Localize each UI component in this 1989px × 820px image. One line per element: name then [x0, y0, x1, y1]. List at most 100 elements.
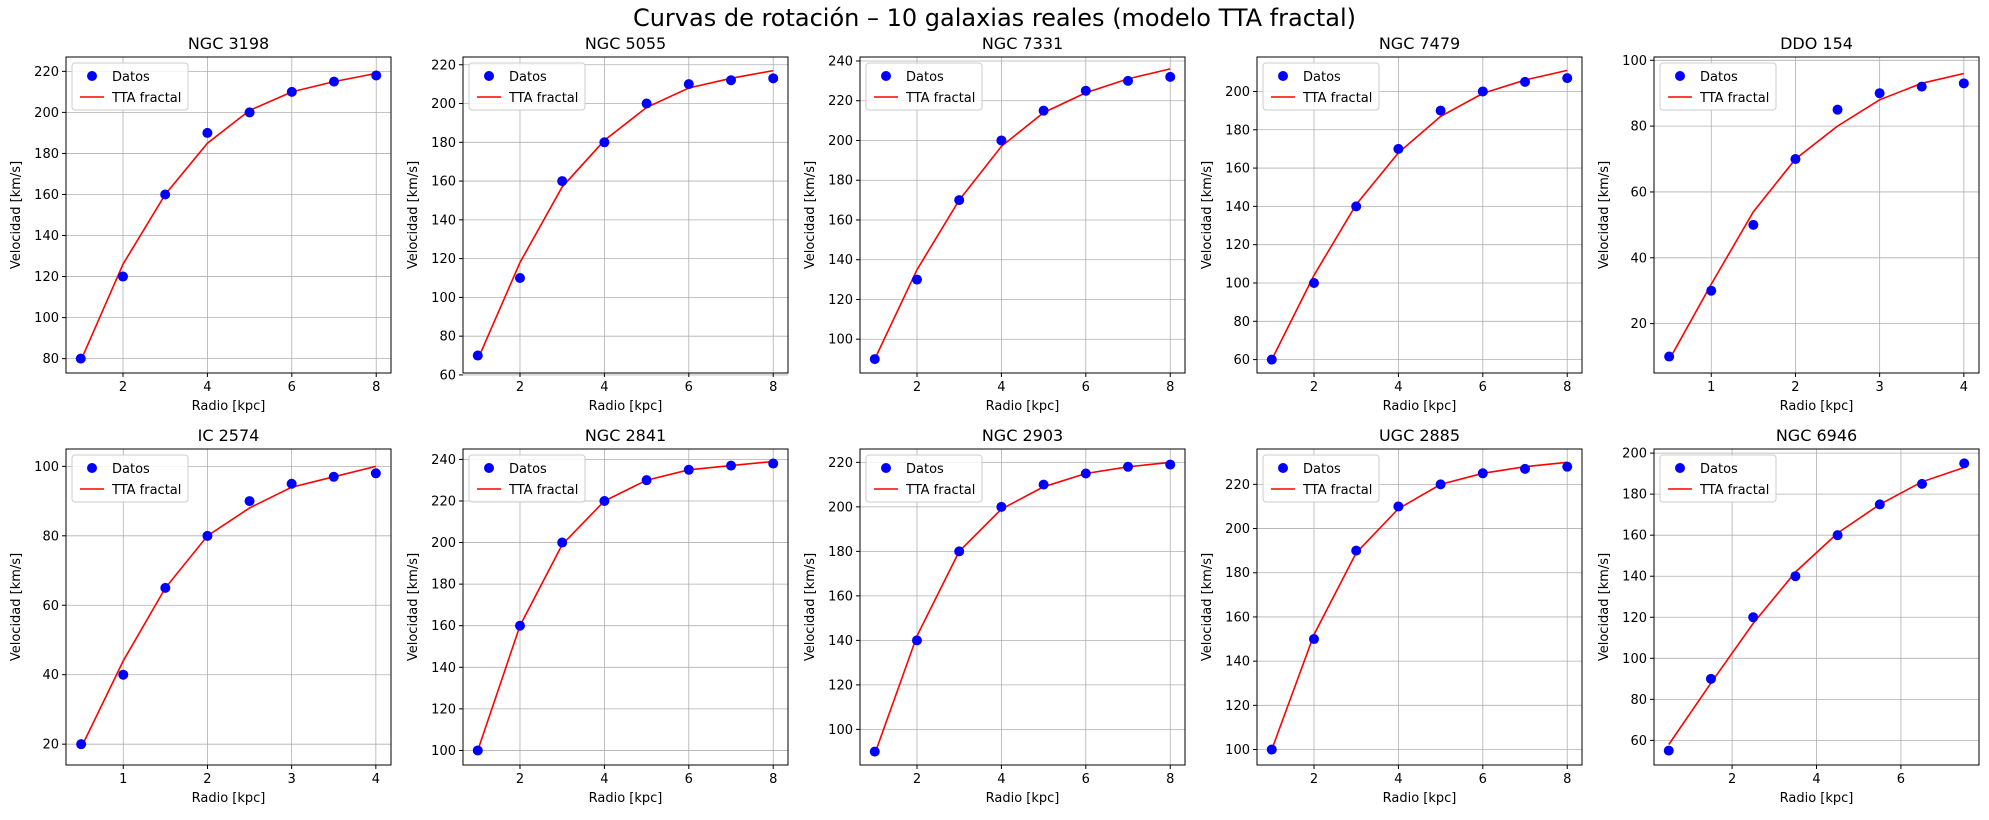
data-point: [1562, 461, 1573, 472]
y-tick-label: 220: [828, 456, 853, 471]
x-tick-label: 8: [1563, 772, 1571, 787]
y-tick-label: 40: [42, 668, 59, 683]
y-tick-label: 120: [828, 293, 853, 308]
subplot-6: 1 2 3 4 20 40 60 80 100 IC 2574 Radio [kpc] Velocid…: [9, 426, 392, 806]
legend-data-marker: [1278, 71, 1288, 81]
data-point: [370, 468, 381, 479]
y-tick-label: 160: [828, 589, 853, 604]
y-tick-label: 180: [828, 174, 853, 189]
data-point: [768, 458, 779, 469]
y-tick-label: 220: [34, 65, 59, 80]
y-tick-label: 180: [1622, 488, 1647, 503]
data-point: [641, 98, 652, 109]
x-axis-label: Radio [kpc]: [192, 791, 266, 806]
axes-frame: [1653, 56, 1980, 374]
y-tick-label: 120: [1622, 611, 1647, 626]
legend-box: [1659, 62, 1777, 111]
x-axis-label: Radio [kpc]: [986, 791, 1060, 806]
legend-data-label: Datos: [112, 70, 150, 85]
data-point: [514, 273, 525, 284]
y-tick-label: 100: [34, 311, 59, 326]
y-tick-label: 80: [1233, 315, 1250, 330]
x-tick-label: 6: [685, 772, 693, 787]
y-tick-label: 100: [828, 333, 853, 348]
data-point: [726, 75, 737, 86]
x-tick-label: 8: [769, 380, 777, 395]
y-tick-label: 160: [1622, 529, 1647, 544]
legend-data-marker: [1675, 463, 1685, 473]
legend-data-marker: [881, 463, 891, 473]
legend-data-marker: [87, 71, 97, 81]
y-axis-label: Velocidad [km/s]: [1200, 553, 1215, 661]
axes-frame: [462, 56, 789, 374]
y-tick-label: 200: [1622, 447, 1647, 462]
model-line: [1271, 69, 1568, 360]
y-tick-label: 160: [828, 213, 853, 228]
y-tick-label: 100: [828, 723, 853, 738]
x-axis-label: Radio [kpc]: [589, 791, 663, 806]
legend-box: [1262, 454, 1380, 503]
x-tick-label: 1: [119, 772, 127, 787]
data-point: [954, 546, 965, 557]
data-point: [117, 271, 128, 282]
y-tick-label: 220: [1225, 478, 1250, 493]
legend-model-label: TTA fractal: [1302, 483, 1372, 498]
axes-frame: [1256, 56, 1583, 374]
axes-frame: [462, 448, 789, 766]
data-point: [954, 195, 965, 206]
y-tick-label: 120: [1225, 699, 1250, 714]
y-axis-label: Velocidad [km/s]: [1597, 161, 1612, 269]
y-tick-label: 80: [42, 352, 59, 367]
legend: Datos TTA fractal: [865, 62, 983, 111]
y-tick-label: 220: [828, 94, 853, 109]
x-tick-label: 2: [203, 772, 211, 787]
y-tick-label: 240: [828, 54, 853, 69]
data-point: [514, 620, 525, 631]
legend-model-label: TTA fractal: [905, 91, 975, 106]
data-point: [118, 669, 129, 680]
legend-model-label: TTA fractal: [1699, 91, 1769, 106]
subplot-title: IC 2574: [198, 426, 260, 445]
subplot-8: 2 4 6 8 100 120 140 160 180 200 220 NGC 2903 Radio […: [803, 426, 1186, 806]
legend-data-marker: [484, 463, 494, 473]
legend: Datos TTA fractal: [1659, 454, 1777, 503]
y-tick-label: 20: [1630, 317, 1647, 332]
x-tick-label: 2: [516, 772, 524, 787]
model-line: [874, 461, 1171, 755]
y-tick-label: 180: [431, 136, 456, 151]
model-line: [1668, 466, 1965, 745]
legend-data-label: Datos: [1303, 462, 1341, 477]
data-point: [869, 354, 880, 365]
data-point: [1562, 73, 1573, 84]
legend-data-marker: [881, 71, 891, 81]
data-point: [1435, 479, 1446, 490]
y-tick-label: 140: [431, 661, 456, 676]
x-tick-label: 1: [1707, 380, 1715, 395]
data-point: [472, 350, 483, 361]
model-line: [1271, 461, 1568, 750]
y-tick-label: 140: [34, 229, 59, 244]
y-tick-label: 140: [1225, 655, 1250, 670]
model-line: [1668, 72, 1964, 361]
y-tick-label: 160: [34, 188, 59, 203]
data-point: [599, 137, 610, 148]
legend-box: [468, 62, 586, 111]
y-tick-label: 160: [1225, 610, 1250, 625]
y-tick-label: 120: [1225, 238, 1250, 253]
legend-model-label: TTA fractal: [508, 483, 578, 498]
data-point: [1038, 479, 1049, 490]
data-point: [1917, 478, 1928, 489]
y-tick-label: 120: [431, 252, 456, 267]
x-axis-label: Radio [kpc]: [1383, 791, 1457, 806]
y-tick-label: 100: [1622, 54, 1647, 69]
x-tick-label: 4: [997, 772, 1005, 787]
data-point: [1958, 78, 1969, 89]
x-axis-label: Radio [kpc]: [986, 399, 1060, 414]
y-tick-label: 100: [34, 460, 59, 475]
data-point: [1706, 285, 1717, 296]
legend-model-label: TTA fractal: [508, 91, 578, 106]
data-point: [1038, 105, 1049, 116]
legend-data-label: Datos: [509, 70, 547, 85]
legend-model-label: TTA fractal: [1699, 483, 1769, 498]
